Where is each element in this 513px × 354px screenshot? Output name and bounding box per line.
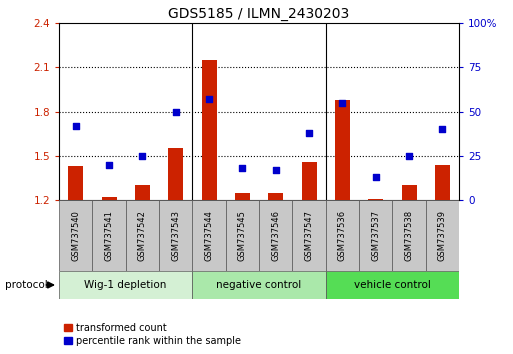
Text: GSM737542: GSM737542	[138, 210, 147, 261]
Legend: transformed count, percentile rank within the sample: transformed count, percentile rank withi…	[64, 323, 241, 346]
Bar	[292, 200, 326, 271]
Text: Wig-1 depletion: Wig-1 depletion	[85, 280, 167, 290]
Bar	[392, 200, 426, 271]
Text: GSM737546: GSM737546	[271, 210, 280, 261]
Bar	[126, 200, 159, 271]
Bar	[368, 199, 383, 200]
Bar	[335, 100, 350, 200]
Point	[105, 162, 113, 167]
Text: GSM737543: GSM737543	[171, 210, 180, 261]
Point	[405, 153, 413, 159]
Text: protocol: protocol	[5, 280, 48, 290]
Text: GSM737540: GSM737540	[71, 210, 80, 261]
Text: GSM737547: GSM737547	[305, 210, 313, 261]
Bar	[102, 197, 116, 200]
Text: GSM737536: GSM737536	[338, 210, 347, 261]
Bar	[92, 200, 126, 271]
Text: GSM737537: GSM737537	[371, 210, 380, 261]
Bar	[435, 165, 450, 200]
Bar	[326, 271, 459, 299]
Text: GSM737541: GSM737541	[105, 210, 113, 261]
Title: GDS5185 / ILMN_2430203: GDS5185 / ILMN_2430203	[168, 7, 350, 21]
Bar	[426, 200, 459, 271]
Bar	[68, 166, 83, 200]
Point	[438, 126, 446, 132]
Bar	[259, 200, 292, 271]
Bar	[192, 200, 226, 271]
Point	[371, 174, 380, 180]
Text: GSM737538: GSM737538	[405, 210, 413, 261]
Point	[138, 153, 147, 159]
Point	[171, 109, 180, 114]
Bar	[302, 162, 317, 200]
Bar	[59, 200, 92, 271]
Point	[305, 130, 313, 136]
Bar	[159, 200, 192, 271]
Text: vehicle control: vehicle control	[354, 280, 431, 290]
Bar	[202, 60, 216, 200]
Bar	[226, 200, 259, 271]
Bar	[135, 185, 150, 200]
Text: negative control: negative control	[216, 280, 302, 290]
Text: GSM737544: GSM737544	[205, 210, 213, 261]
Text: GSM737545: GSM737545	[238, 210, 247, 261]
Bar	[168, 148, 183, 200]
Bar	[402, 185, 417, 200]
Bar	[326, 200, 359, 271]
Bar	[59, 271, 192, 299]
Bar	[235, 193, 250, 200]
Bar	[359, 200, 392, 271]
Text: GSM737539: GSM737539	[438, 210, 447, 261]
Point	[271, 167, 280, 173]
Point	[238, 165, 246, 171]
Point	[205, 96, 213, 102]
Bar	[192, 271, 326, 299]
Point	[71, 123, 80, 129]
Bar	[268, 193, 283, 200]
Point	[338, 100, 346, 105]
